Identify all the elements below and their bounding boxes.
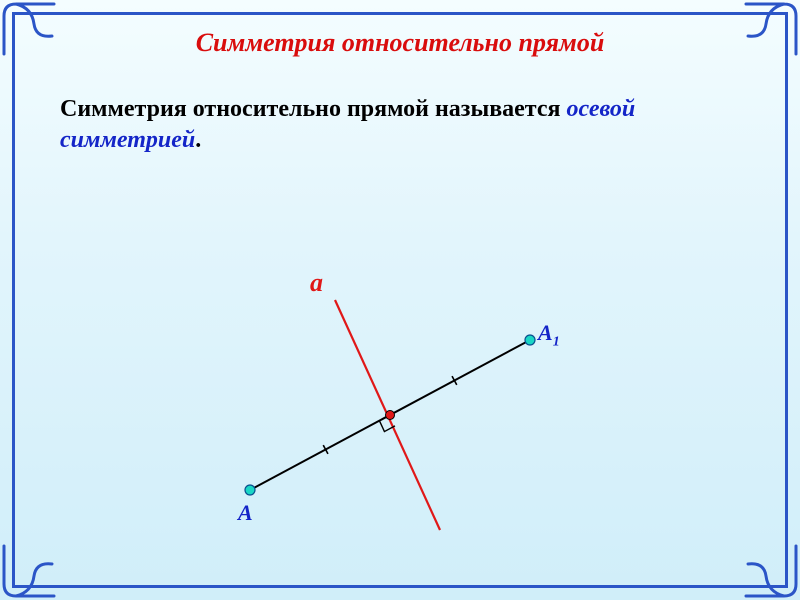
slide-background: Симметрия относительно прямой Симметрия … bbox=[0, 0, 800, 600]
definition-text: Симметрия относительно прямой называется… bbox=[60, 94, 740, 156]
title-text: Симметрия относительно прямой bbox=[196, 28, 605, 57]
symmetry-diagram: A A1 a bbox=[180, 250, 620, 550]
definition-prefix: Симметрия относительно прямой называется bbox=[60, 96, 567, 122]
slide-title: Симметрия относительно прямой bbox=[0, 28, 800, 58]
corner-flourish-bl bbox=[2, 544, 56, 598]
corner-flourish-br bbox=[744, 544, 798, 598]
axis-label-a: a bbox=[310, 268, 323, 298]
point-label-a: A bbox=[238, 500, 253, 526]
point-label-a1: A1 bbox=[538, 320, 560, 350]
definition-suffix: . bbox=[195, 127, 201, 153]
